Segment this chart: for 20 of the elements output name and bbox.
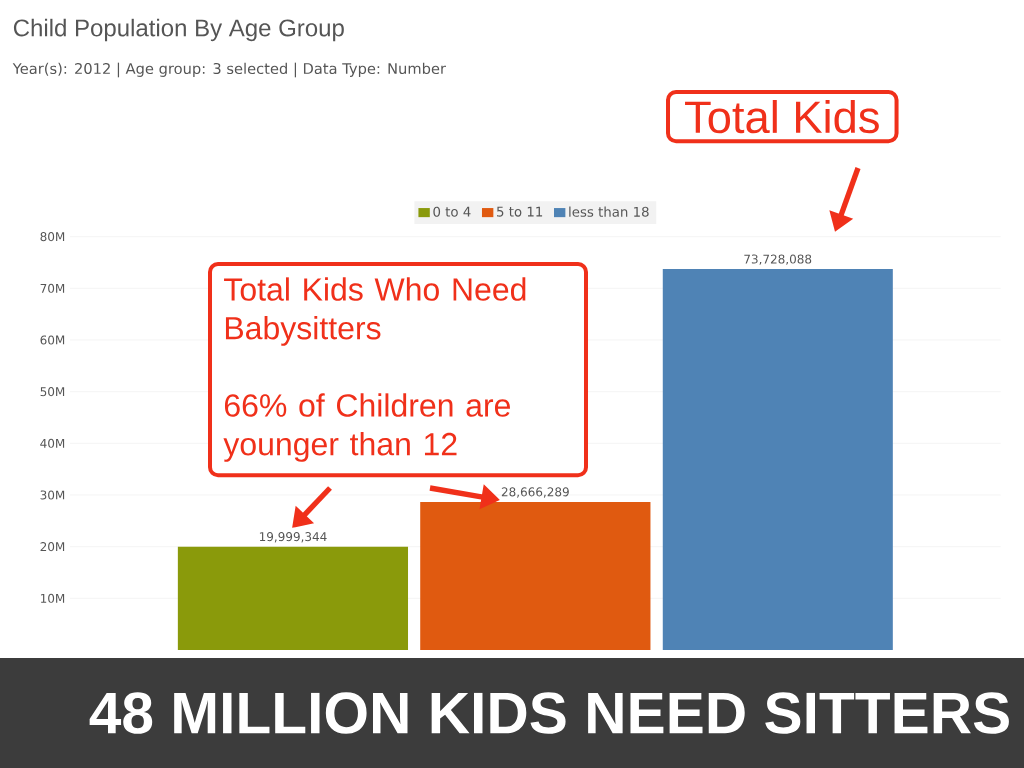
annotation: Total Kids Who Need Babysitters	[224, 277, 526, 346]
text: Total Kids	[685, 99, 879, 134]
y-tick-label: 40M	[40, 438, 65, 448]
data-label: 73,728,088	[744, 254, 812, 265]
y-tick-label: 30M	[40, 490, 65, 500]
y-tick-label: 70M	[40, 283, 65, 293]
data-label: 19,999,344	[259, 532, 327, 543]
legend-label: 5 to 11	[497, 206, 543, 217]
chart-title: Child Population By Age Group	[13, 18, 344, 42]
y-tick-label: 50M	[40, 387, 65, 397]
data-label: 28,666,289	[501, 487, 569, 498]
y-tick-label: 80M	[40, 232, 65, 242]
y-tick-label: 20M	[40, 542, 65, 552]
legend-label: less than 18	[569, 206, 649, 217]
y-tick-label: 60M	[40, 335, 65, 345]
chart-subtitle: Year(s): 2012 | Age group: 3 selected | Data Type: Number	[12, 62, 446, 78]
annotation: 66% of Children are younger than 12	[223, 393, 510, 462]
text: 48 MILLION KIDS NEED SITTERS	[89, 692, 1009, 734]
y-tick-label: 10M	[40, 593, 65, 603]
legend-label: 0 to 4	[433, 206, 471, 217]
